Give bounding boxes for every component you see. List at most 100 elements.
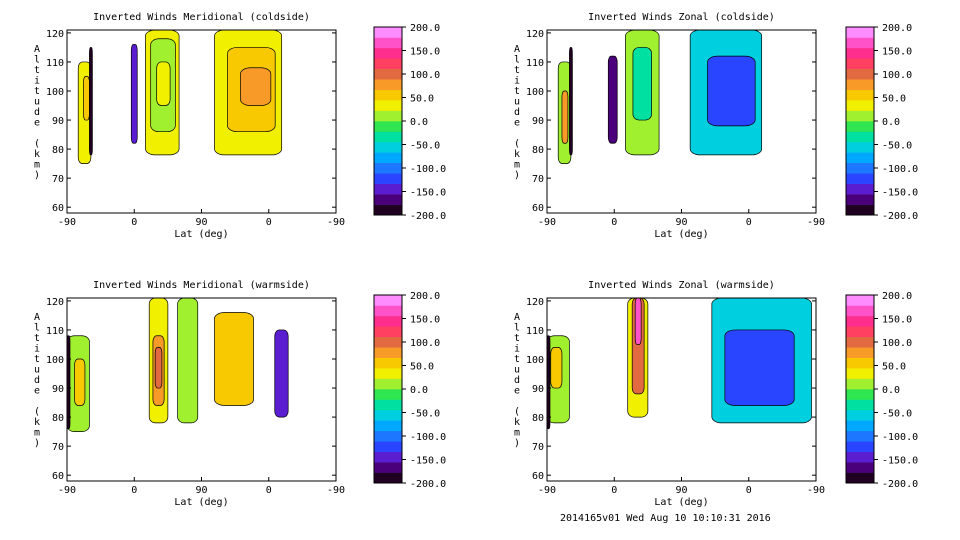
y-tick-label: 80 bbox=[532, 145, 544, 156]
chart-title: Inverted Winds Zonal (warmside) bbox=[588, 280, 775, 291]
colorbar-swatch bbox=[374, 462, 402, 473]
x-axis-label: Lat (deg) bbox=[654, 497, 708, 508]
y-axis-label-char: A bbox=[514, 44, 520, 55]
y-axis-label-char: d bbox=[514, 107, 520, 118]
y-axis-label-char: k bbox=[34, 417, 40, 428]
colorbar-swatch bbox=[374, 100, 402, 111]
colorbar-swatch bbox=[846, 58, 874, 70]
y-axis-label-char: ( bbox=[34, 139, 40, 150]
y-axis-label-char: A bbox=[514, 312, 520, 323]
colorbar-swatch bbox=[846, 162, 874, 174]
colorbar-swatch bbox=[374, 430, 402, 442]
colorbar-tick-label: -200.0 bbox=[410, 479, 446, 490]
colorbar-swatch bbox=[846, 131, 874, 143]
colorbar-swatch bbox=[846, 409, 874, 421]
colorbar-swatch bbox=[374, 389, 402, 400]
y-axis-label-char: A bbox=[34, 312, 40, 323]
y-tick-label: 90 bbox=[532, 384, 544, 395]
colorbar-tick-label: 50.0 bbox=[410, 94, 434, 105]
plot-data bbox=[77, 30, 283, 164]
y-axis-label-char: i bbox=[514, 76, 520, 87]
y-axis-label-char: t bbox=[34, 65, 40, 76]
y-axis-label-char: t bbox=[514, 65, 520, 76]
y-axis-label-char: ) bbox=[514, 438, 520, 449]
colorbar-tick-label: 200.0 bbox=[882, 291, 912, 302]
y-axis-label-char: A bbox=[34, 44, 40, 55]
colorbar-swatch bbox=[374, 47, 402, 59]
contour-region bbox=[724, 329, 795, 406]
y-tick-label: 110 bbox=[46, 58, 64, 69]
colorbar-swatch bbox=[374, 110, 402, 122]
y-tick-label: 120 bbox=[46, 29, 64, 40]
colorbar-tick-label: 0.0 bbox=[410, 117, 428, 128]
colorbar-swatch bbox=[846, 183, 874, 195]
y-axis-label-char: i bbox=[34, 344, 40, 355]
y-axis-label-char: t bbox=[34, 86, 40, 97]
y-tick-label: 110 bbox=[526, 58, 544, 69]
colorbar-swatch bbox=[846, 173, 874, 184]
colorbar-swatch bbox=[374, 347, 402, 358]
colorbar-swatch bbox=[374, 162, 402, 174]
colorbar-tick-label: 100.0 bbox=[410, 338, 440, 349]
y-axis-label-char: u bbox=[34, 97, 40, 108]
y-axis-label-char: k bbox=[514, 417, 520, 428]
colorbar-swatch bbox=[846, 152, 874, 164]
colorbar-swatch bbox=[846, 100, 874, 111]
colorbar-tick-label: -200.0 bbox=[882, 479, 918, 490]
colorbar-tick-label: -150.0 bbox=[882, 456, 918, 467]
y-tick-label: 90 bbox=[52, 384, 64, 395]
y-axis-label-char: u bbox=[514, 97, 520, 108]
colorbar-swatch bbox=[374, 368, 402, 379]
x-tick-label: 0 bbox=[611, 485, 617, 496]
y-tick-label: 100 bbox=[46, 87, 64, 98]
contour-region bbox=[156, 61, 171, 106]
x-tick-label: -90 bbox=[807, 485, 825, 496]
y-tick-label: 100 bbox=[46, 355, 64, 366]
y-axis-label-char: l bbox=[34, 55, 40, 66]
x-tick-label: -90 bbox=[538, 217, 556, 228]
contour-region bbox=[154, 347, 163, 389]
colorbar-tick-label: 50.0 bbox=[882, 362, 906, 373]
plot-data bbox=[67, 298, 289, 432]
x-tick-label: 90 bbox=[195, 485, 207, 496]
colorbar-tick-label: -50.0 bbox=[882, 141, 912, 152]
colorbar-swatch bbox=[374, 68, 402, 80]
y-tick-label: 70 bbox=[532, 174, 544, 185]
x-tick-label: -90 bbox=[538, 485, 556, 496]
y-tick-label: 120 bbox=[526, 297, 544, 308]
colorbar-swatch bbox=[374, 194, 402, 205]
colorbar-swatch bbox=[846, 315, 874, 327]
colorbar-tick-label: -150.0 bbox=[410, 456, 446, 467]
y-axis-label-char: ) bbox=[34, 170, 40, 181]
x-tick-label: 90 bbox=[195, 217, 207, 228]
contour-region bbox=[130, 44, 138, 144]
y-tick-label: 60 bbox=[52, 471, 64, 482]
colorbar-tick-label: 150.0 bbox=[882, 47, 912, 58]
colorbar-swatch bbox=[374, 295, 402, 306]
x-tick-label: 0 bbox=[266, 485, 272, 496]
contour-region bbox=[89, 47, 93, 156]
contour-region bbox=[240, 67, 272, 106]
colorbar: 200.0 150.0 100.0 50.0 0.0 -50.0 -100.0 -150.0 -… bbox=[845, 291, 918, 490]
colorbar-swatch bbox=[846, 451, 874, 463]
plot-data bbox=[547, 298, 812, 430]
colorbar-swatch bbox=[846, 79, 874, 90]
colorbar-swatch bbox=[374, 305, 402, 317]
colorbar-tick-label: 0.0 bbox=[882, 117, 900, 128]
colorbar-swatch bbox=[374, 326, 402, 338]
y-axis-label-char: d bbox=[34, 107, 40, 118]
y-tick-label: 120 bbox=[526, 29, 544, 40]
colorbar-swatch bbox=[846, 295, 874, 306]
y-axis-label-char: k bbox=[34, 149, 40, 160]
colorbar-tick-label: -150.0 bbox=[882, 188, 918, 199]
colorbar-swatch bbox=[374, 399, 402, 411]
colorbar-swatch bbox=[374, 183, 402, 195]
contour-region bbox=[561, 90, 569, 144]
colorbar-tick-label: 100.0 bbox=[882, 338, 912, 349]
chart-panel-1: Inverted Winds Meridional (coldside) 60 70… bbox=[34, 12, 446, 240]
colorbar-tick-label: 150.0 bbox=[882, 315, 912, 326]
colorbar-tick-label: -150.0 bbox=[410, 188, 446, 199]
colorbar-swatch bbox=[846, 27, 874, 38]
colorbar-tick-label: -50.0 bbox=[410, 409, 440, 420]
